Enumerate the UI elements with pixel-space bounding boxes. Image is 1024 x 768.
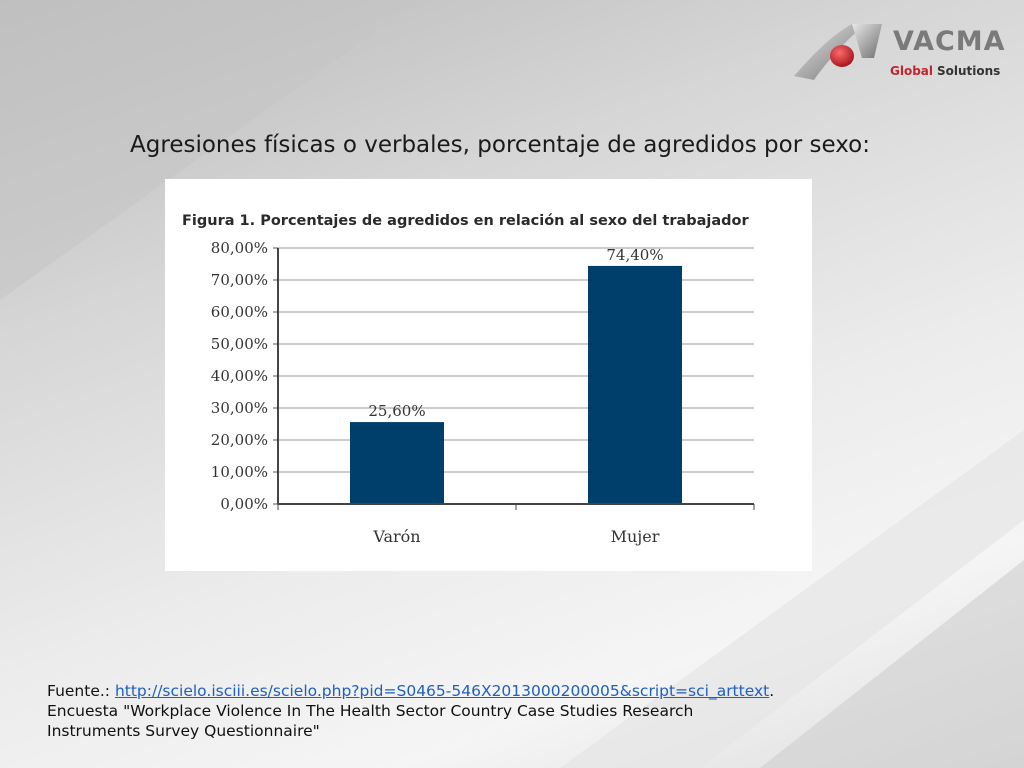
y-tick-label: 80,00% — [211, 239, 268, 257]
x-category-label: Mujer — [611, 527, 660, 546]
y-tick-label: 0,00% — [220, 495, 268, 513]
logo-tagline-solutions: Solutions — [937, 64, 1001, 78]
survey-line-1: Encuesta "Workplace Violence In The Heal… — [47, 702, 694, 720]
y-tick-label: 30,00% — [211, 399, 268, 417]
bar-1 — [350, 422, 444, 504]
logo-tagline-global: Global — [890, 64, 934, 78]
y-axis-ticks: 0,00% 10,00% 20,00% 30,00% 40,00% 50,00% 60,00… — [211, 239, 278, 513]
y-tick-label: 20,00% — [211, 431, 268, 449]
vacma-logo-icon — [794, 24, 882, 80]
gridlines — [278, 247, 754, 473]
y-tick-label: 40,00% — [211, 367, 268, 385]
survey-line-2: Instruments Survey Questionnaire" — [47, 722, 320, 740]
source-link[interactable]: http://scielo.isciii.es/scielo.php?pid=S… — [114, 682, 770, 700]
slide-title: Agresiones físicas o verbales, porcentaj… — [130, 132, 870, 158]
y-tick-label: 10,00% — [211, 463, 268, 481]
bars: 25,60% 74,40% — [350, 246, 682, 504]
bar-value-label: 25,60% — [368, 402, 425, 420]
bar-chart: Figura 1. Porcentajes de agredidos en re… — [182, 213, 755, 546]
logo-wordmark: VACMA — [893, 26, 1006, 57]
source-suffix: . — [769, 682, 775, 700]
axes: Varón Mujer — [277, 248, 755, 546]
source-footer: Fuente.: http://scielo.isciii.es/scielo.… — [47, 681, 987, 741]
x-category-label: Varón — [372, 527, 420, 546]
chart-title: Figura 1. Porcentajes de agredidos en re… — [182, 213, 750, 229]
y-tick-label: 60,00% — [211, 303, 268, 321]
bar-2 — [588, 265, 682, 504]
chart-panel: Figura 1. Porcentajes de agredidos en re… — [165, 179, 812, 571]
source-prefix: Fuente.: — [47, 682, 115, 700]
y-tick-label: 70,00% — [211, 271, 268, 289]
source-line: Fuente.: http://scielo.isciii.es/scielo.… — [47, 681, 987, 701]
y-tick-label: 50,00% — [211, 335, 268, 353]
bar-value-label: 74,40% — [606, 246, 663, 264]
